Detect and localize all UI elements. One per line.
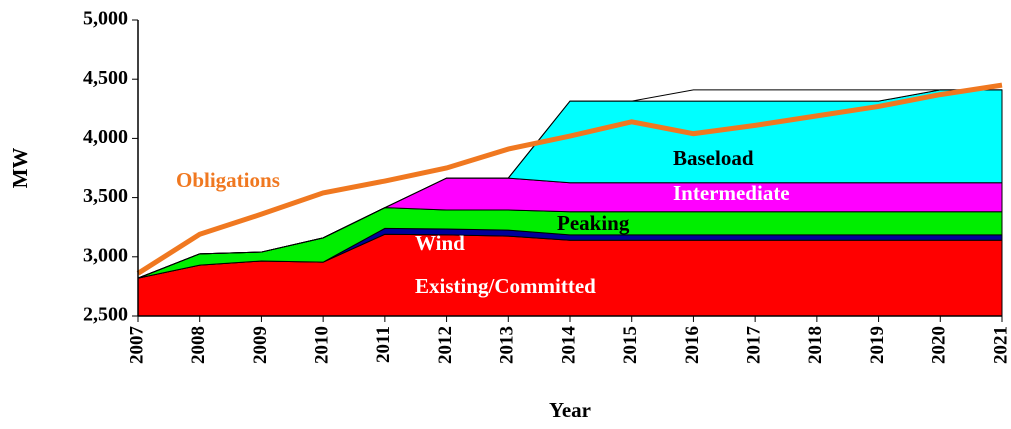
- line: [136, 82, 1003, 276]
- area: [137, 89, 1002, 279]
- x-tick-label: 2008: [188, 326, 209, 364]
- series-label: Wind: [415, 231, 465, 255]
- x-tick-label: 2018: [805, 326, 826, 364]
- y-tick-label: 4,000: [83, 126, 128, 148]
- x-tick-label: 2014: [558, 326, 579, 365]
- x-tick-label: 2019: [867, 326, 888, 364]
- x-tick-label: 2012: [435, 326, 456, 364]
- series-label: Intermediate: [673, 181, 790, 205]
- x-tick-label: 2021: [990, 326, 1011, 364]
- x-tick-label: 2015: [620, 326, 641, 364]
- x-tick-label: 2009: [250, 326, 271, 364]
- x-tick-label: 2010: [312, 326, 333, 364]
- y-tick-label: 4,500: [83, 67, 128, 89]
- x-axis-title: Year: [549, 398, 591, 422]
- series-label: Peaking: [557, 211, 630, 235]
- x-tick-label: 2011: [373, 326, 394, 363]
- series-label: Baseload: [673, 146, 754, 170]
- x-tick-label: 2016: [682, 326, 703, 364]
- x-tick-label: 2007: [126, 326, 147, 365]
- y-tick-label: 3,500: [83, 185, 128, 207]
- x-tick-label: 2013: [497, 326, 518, 364]
- y-tick-label: 3,000: [83, 244, 128, 266]
- x-tick-label: 2020: [929, 326, 950, 364]
- series-label: Obligations: [176, 168, 280, 192]
- y-tick-label: 2,500: [83, 304, 128, 326]
- series-label: Existing/Committed: [415, 274, 596, 298]
- y-tick-label: 5,000: [83, 8, 128, 30]
- y-axis-title: MW: [8, 148, 32, 189]
- x-tick-label: 2017: [744, 326, 765, 365]
